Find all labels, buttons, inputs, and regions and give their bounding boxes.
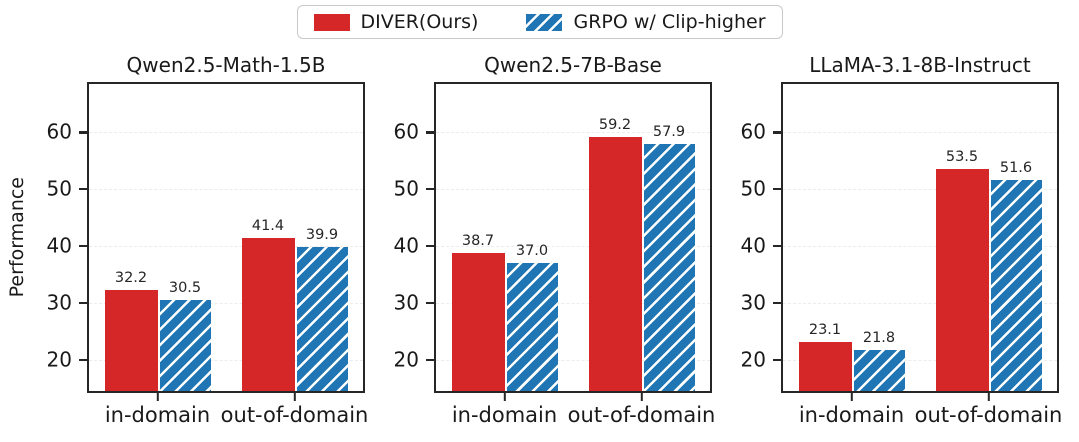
bar-diver-in-domain bbox=[451, 253, 505, 391]
y-tick-label: 60 bbox=[740, 119, 766, 144]
bar-diver-in-domain bbox=[104, 290, 158, 391]
legend-swatch-blue-hatched bbox=[526, 13, 563, 31]
bar-grpo-out-of-domain bbox=[296, 246, 348, 391]
bar-diver-out-of-domain bbox=[241, 238, 295, 391]
gridline bbox=[783, 359, 1057, 361]
y-axis-label: Performance bbox=[6, 177, 28, 298]
y-tick-label: 50 bbox=[740, 176, 766, 201]
subplot-llama-31-8b-instruct: LLaMA-3.1-8B-Instruct 20 30 40 50 60 in-domai… bbox=[741, 53, 1063, 427]
legend-label-grpo: GRPO w/ Clip-higher bbox=[573, 11, 766, 33]
y-tick-label: 20 bbox=[740, 347, 766, 372]
y-tick-label: 60 bbox=[46, 119, 72, 144]
gridline bbox=[783, 132, 1057, 134]
bar-grpo-in-domain bbox=[159, 300, 211, 391]
gridline bbox=[436, 359, 710, 361]
y-tick-mark bbox=[78, 301, 87, 305]
gridline bbox=[783, 302, 1057, 304]
bar-value-label: 51.6 bbox=[999, 160, 1033, 177]
y-tick-mark bbox=[772, 187, 781, 191]
bar-value-label: 21.8 bbox=[862, 329, 896, 346]
subplot-title: Qwen2.5-7B-Base bbox=[484, 53, 662, 77]
gridline bbox=[89, 302, 363, 304]
gridline bbox=[89, 189, 363, 191]
x-tick-mark bbox=[503, 393, 506, 402]
plot-area-0: 20 30 40 50 60 in-domain 32.2 30.5 out-of-domain… bbox=[47, 82, 368, 427]
legend-item-diver: DIVER(Ours) bbox=[313, 11, 478, 33]
bar-value-label: 30.5 bbox=[168, 280, 202, 297]
y-tick-mark bbox=[78, 244, 87, 248]
plot-area-2: 20 30 40 50 60 in-domain 23.1 21.8 out-of-domain… bbox=[741, 82, 1062, 427]
gridline bbox=[783, 246, 1057, 248]
y-tick-mark bbox=[425, 358, 434, 361]
x-tick-mark bbox=[987, 393, 990, 402]
subplot-qwen25-7b-base: Qwen2.5-7B-Base 20 30 40 50 60 in-domain 38.7 3… bbox=[394, 53, 716, 427]
y-tick-mark bbox=[78, 131, 87, 134]
y-tick-label: 40 bbox=[46, 233, 72, 258]
y-tick-label: 20 bbox=[46, 347, 72, 372]
bar-value-label: 37.0 bbox=[515, 243, 549, 260]
bar-grpo-out-of-domain bbox=[990, 180, 1042, 391]
x-tick-label: out-of-domain bbox=[220, 403, 369, 427]
bar-grpo-in-domain bbox=[853, 349, 905, 391]
x-tick-label: out-of-domain bbox=[567, 403, 716, 427]
bar-diver-in-domain bbox=[798, 342, 852, 391]
x-tick-label: in-domain bbox=[451, 403, 558, 427]
bar-value-label: 32.2 bbox=[114, 270, 148, 287]
bar-value-label: 57.9 bbox=[652, 124, 686, 141]
y-tick-label: 40 bbox=[393, 233, 419, 258]
bar-grpo-in-domain bbox=[506, 263, 558, 391]
y-tick-mark bbox=[772, 131, 781, 134]
legend-swatch-red-solid bbox=[313, 13, 350, 31]
x-tick-label: out-of-domain bbox=[914, 403, 1063, 427]
y-tick-label: 40 bbox=[740, 233, 766, 258]
gridline bbox=[89, 246, 363, 248]
x-tick-mark bbox=[640, 393, 643, 402]
y-tick-mark bbox=[78, 358, 87, 361]
bar-grpo-out-of-domain bbox=[643, 144, 695, 391]
y-tick-label: 60 bbox=[393, 119, 419, 144]
y-tick-mark bbox=[78, 187, 87, 191]
x-tick-label: in-domain bbox=[798, 403, 905, 427]
subplot-title: LLaMA-3.1-8B-Instruct bbox=[809, 53, 1031, 77]
bar-diver-out-of-domain bbox=[935, 169, 989, 391]
y-tick-mark bbox=[772, 358, 781, 361]
y-tick-mark bbox=[772, 301, 781, 305]
gridline bbox=[436, 246, 710, 248]
bar-value-label: 53.5 bbox=[945, 149, 979, 166]
y-tick-mark bbox=[425, 187, 434, 191]
plot-area-1: 20 30 40 50 60 in-domain 38.7 37.0 out-of-domain… bbox=[394, 82, 715, 427]
gridline bbox=[436, 189, 710, 191]
y-tick-label: 50 bbox=[46, 176, 72, 201]
x-tick-mark bbox=[293, 393, 296, 402]
legend-item-grpo: GRPO w/ Clip-higher bbox=[526, 11, 766, 33]
bar-value-label: 39.9 bbox=[305, 226, 339, 243]
gridline bbox=[436, 132, 710, 134]
x-tick-label: in-domain bbox=[104, 403, 211, 427]
gridline bbox=[783, 189, 1057, 191]
y-tick-label: 50 bbox=[393, 176, 419, 201]
y-tick-mark bbox=[772, 244, 781, 248]
gridline bbox=[89, 132, 363, 134]
x-tick-mark bbox=[156, 393, 159, 402]
subplot-qwen25-math-15b: Qwen2.5-Math-1.5B 20 30 40 50 60 in-domain 32.… bbox=[47, 53, 369, 427]
x-tick-mark bbox=[850, 393, 853, 402]
bar-value-label: 38.7 bbox=[461, 233, 495, 250]
y-tick-label: 30 bbox=[393, 290, 419, 315]
y-tick-label: 20 bbox=[393, 347, 419, 372]
legend: DIVER(Ours) GRPO w/ Clip-higher bbox=[296, 5, 783, 39]
bar-value-label: 41.4 bbox=[251, 218, 285, 235]
legend-label-diver: DIVER(Ours) bbox=[360, 11, 479, 33]
y-tick-mark bbox=[425, 131, 434, 134]
y-tick-mark bbox=[425, 301, 434, 305]
y-tick-label: 30 bbox=[46, 290, 72, 315]
bar-value-label: 59.2 bbox=[598, 116, 632, 133]
bar-diver-out-of-domain bbox=[588, 136, 642, 391]
y-tick-label: 30 bbox=[740, 290, 766, 315]
bar-value-label: 23.1 bbox=[808, 322, 842, 339]
y-tick-mark bbox=[425, 244, 434, 248]
gridline bbox=[89, 359, 363, 361]
subplot-title: Qwen2.5-Math-1.5B bbox=[126, 53, 326, 77]
gridline bbox=[436, 302, 710, 304]
